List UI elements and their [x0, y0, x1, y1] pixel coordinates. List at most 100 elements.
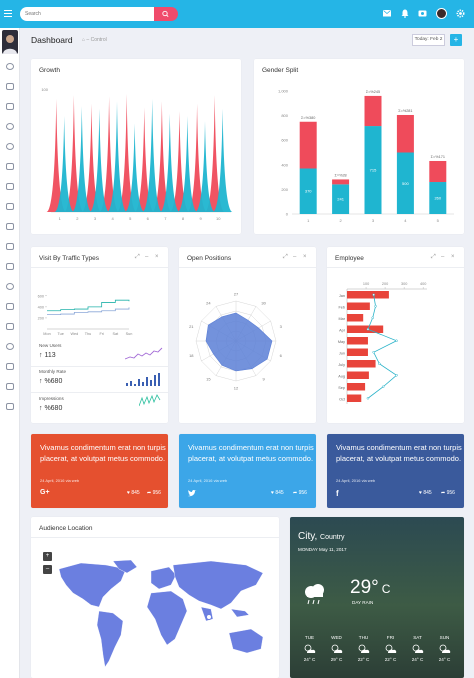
zoom-in-button[interactable]: + — [43, 552, 52, 561]
x-tick-label: Wed — [70, 332, 78, 336]
close-icon[interactable]: × — [155, 254, 159, 260]
employee-bar — [347, 348, 368, 356]
sidebar-item-layers-icon[interactable] — [6, 303, 14, 310]
sidebar-item-eye-icon[interactable] — [6, 63, 14, 70]
gender-bar-segment — [299, 121, 317, 169]
sidebar-item-chart-icon[interactable] — [6, 83, 14, 90]
avatar[interactable] — [436, 8, 447, 19]
growth-area-peak — [54, 116, 74, 212]
share-count[interactable]: ➦ 956 — [441, 490, 455, 496]
north-america[interactable] — [58, 562, 127, 608]
greenland[interactable] — [112, 559, 138, 574]
growth-chart: 100 1 2 3 4 5 6 7 8 9 10 — [41, 87, 233, 221]
y-tick-label: 800 — [281, 113, 288, 118]
sidebar-item-user-icon[interactable] — [6, 363, 14, 370]
europe[interactable] — [150, 566, 177, 590]
sidebar-item-list-icon[interactable] — [6, 223, 14, 230]
google-plus-icon[interactable]: G+ — [40, 489, 50, 496]
sidebar-item-lock-icon[interactable] — [6, 383, 14, 390]
positions-title: Open Positions — [187, 255, 232, 262]
expand-icon[interactable]: ⤢ — [431, 254, 436, 260]
sidebar-item-globe-icon[interactable] — [6, 283, 14, 290]
africa[interactable] — [146, 590, 188, 646]
sidebar-item-heart-icon[interactable] — [6, 343, 14, 350]
sidebar-item-apps-icon[interactable] — [6, 403, 14, 410]
zoom-out-button[interactable]: – — [43, 565, 52, 574]
x-tick-label: 400 — [420, 282, 426, 286]
traffic-series-line — [47, 299, 130, 312]
stat-label-new-users: New Users — [39, 343, 62, 348]
x-tick-label: 6 — [147, 216, 150, 221]
bell-icon[interactable] — [401, 9, 409, 18]
sidebar-item-box-icon[interactable] — [6, 323, 14, 330]
expand-icon[interactable]: ⤢ — [135, 254, 140, 260]
weather-card: City, Country MONDAY May 11, 2017 29° C D… — [290, 517, 464, 678]
sidebar-item-pie-icon[interactable] — [6, 143, 14, 150]
x-tick-label: 5 — [129, 216, 132, 221]
bar-total-label: Σ=%171 — [431, 155, 445, 159]
like-count[interactable]: ♥ 845 — [271, 490, 284, 496]
search-button[interactable] — [154, 7, 178, 21]
home-icon[interactable]: ⌂ — [82, 37, 86, 43]
map-marker[interactable] — [206, 614, 212, 620]
info-card-twitter: Vivamus condimentum erat non turpis plac… — [179, 434, 316, 508]
close-icon[interactable]: × — [303, 254, 307, 260]
employee-bar — [347, 383, 366, 391]
world-map[interactable] — [51, 559, 271, 677]
employee-chart: 100 200 300 400 Jan Feb Mar Apr May Jun July Aug Sep… — [338, 282, 427, 404]
share-count[interactable]: ➦ 956 — [147, 490, 161, 496]
minimize-icon[interactable]: – — [441, 254, 445, 260]
breadcrumb-control[interactable]: – Control — [86, 37, 107, 43]
expand-icon[interactable]: ⤢ — [283, 254, 288, 260]
gender-bar-segment — [299, 168, 317, 214]
user-avatar[interactable] — [2, 30, 18, 54]
y-tick-label: Feb — [338, 305, 345, 309]
breadcrumb: ⌂ – Control — [82, 37, 107, 43]
southeast-asia[interactable] — [230, 608, 250, 618]
employee-card: Employee ⤢ – × 100 200 300 400 Jan Feb Mar Apr M… — [327, 247, 464, 423]
south-america[interactable] — [96, 610, 124, 668]
sidebar-item-edit-icon[interactable] — [6, 243, 14, 250]
x-tick-label: 8 — [182, 216, 185, 221]
gear-icon[interactable] — [456, 9, 465, 18]
like-count[interactable]: ♥ 845 — [419, 490, 432, 496]
forecast-day: SUN 24° C — [431, 635, 458, 675]
australia[interactable] — [228, 628, 264, 654]
sidebar-item-grid-icon[interactable] — [6, 183, 14, 190]
asia[interactable] — [172, 560, 264, 610]
employee-bar — [347, 314, 364, 322]
facebook-icon[interactable]: f — [336, 489, 339, 498]
info-card-google: Vivamus condimentum erat non turpis plac… — [31, 434, 168, 508]
growth-area-peak — [142, 98, 162, 212]
search-input[interactable] — [20, 7, 156, 21]
twitter-icon[interactable] — [188, 490, 197, 497]
weather-condition: DAY RAIN — [352, 600, 374, 605]
share-count[interactable]: ➦ 956 — [293, 490, 307, 496]
gender-bar-segment — [396, 114, 414, 153]
sidebar-item-bars-icon[interactable] — [6, 103, 14, 110]
growth-area-peak — [46, 98, 66, 212]
sidebar-item-clock-icon[interactable] — [6, 123, 14, 130]
mail-icon[interactable] — [383, 10, 391, 17]
y-tick-label: 200 — [38, 316, 44, 320]
date-button[interactable]: Today: Feb 2 — [412, 34, 445, 46]
menu-icon[interactable] — [4, 9, 13, 18]
minimize-icon[interactable]: – — [293, 254, 297, 260]
radar-axis-label: 6 — [280, 353, 283, 358]
growth-area-peak — [72, 106, 92, 212]
radar-axis-label: 12 — [234, 386, 239, 391]
settings-icon[interactable] — [418, 9, 427, 18]
growth-area-peak — [212, 108, 233, 212]
like-count[interactable]: ♥ 845 — [127, 490, 140, 496]
sidebar-item-table-icon[interactable] — [6, 163, 14, 170]
sidebar-item-layout-icon[interactable] — [6, 203, 14, 210]
minimize-icon[interactable]: – — [145, 254, 149, 260]
gender-bar-segment — [429, 160, 447, 183]
stat-value-impressions: ↑ %680 — [39, 405, 63, 412]
close-icon[interactable]: × — [451, 254, 455, 260]
gender-bar-segment — [332, 179, 350, 185]
sidebar-item-brush-icon[interactable] — [6, 263, 14, 270]
weather-temp: 29° C — [350, 577, 391, 598]
add-button[interactable]: + — [450, 34, 462, 46]
x-tick-label: 7 — [164, 216, 167, 221]
